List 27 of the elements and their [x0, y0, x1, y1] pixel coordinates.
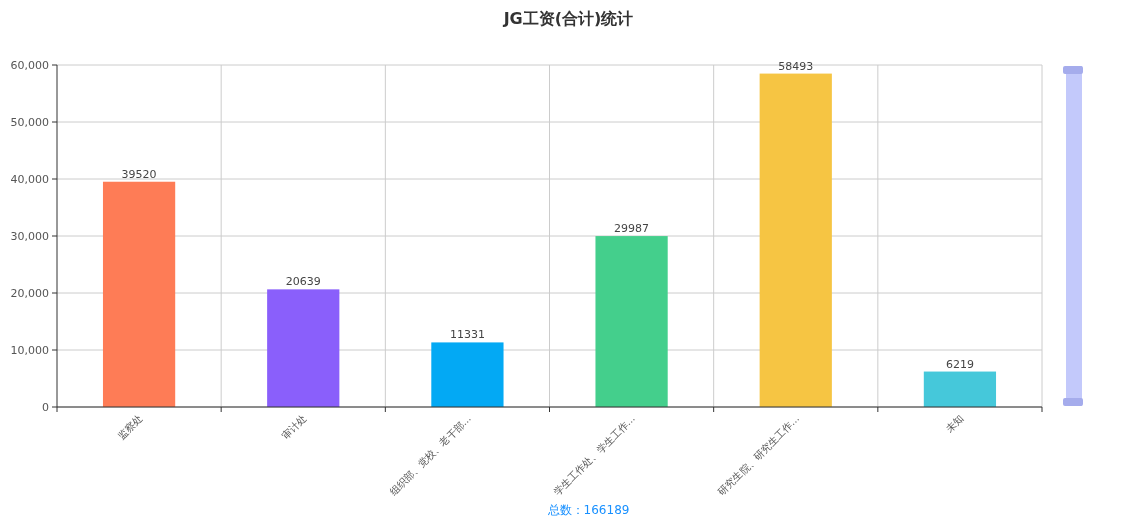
y-tick-label: 40,000 [10, 173, 49, 186]
data-label: 29987 [614, 222, 650, 236]
data-label: 20639 [285, 275, 321, 289]
bar [102, 181, 176, 407]
chart-title: JG工资(合计)统计 [502, 9, 634, 28]
data-label: 58493 [778, 59, 814, 73]
x-tick-label: 审计处 [279, 412, 309, 442]
data-label: 39520 [121, 167, 157, 181]
y-tick-label: 50,000 [10, 116, 49, 129]
bar [923, 371, 997, 407]
text: 总数：166189 [546, 503, 630, 517]
bar [759, 73, 832, 407]
x-tick-label: 学生工作处、学生工作... [551, 412, 637, 498]
bar [267, 289, 340, 407]
x-tick-label: 组织部、党校、老干部... [387, 412, 473, 498]
y-tick-label: 60,000 [10, 59, 49, 72]
x-tick-label: 监察处 [115, 412, 145, 442]
x-tick-label: 研究生院、研究生工作... [715, 412, 802, 498]
y-tick-label: 0 [42, 401, 49, 414]
y-tick-label: 30,000 [10, 230, 49, 243]
y-tick-label: 10,000 [10, 344, 49, 357]
x-tick-label: 未知 [943, 412, 966, 435]
data-label: 11331 [449, 328, 485, 342]
bar [431, 342, 504, 407]
bar [595, 236, 668, 407]
data-label: 6219 [945, 357, 974, 371]
y-tick-label: 20,000 [10, 287, 49, 300]
